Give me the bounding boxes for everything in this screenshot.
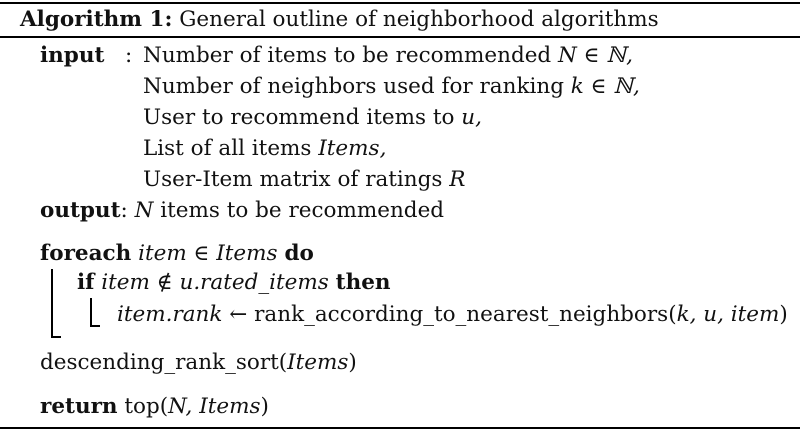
input-line-4-text: List of all items <box>143 136 319 161</box>
output-math: N <box>134 198 154 223</box>
assign-arrow: ← <box>222 302 255 327</box>
sort-close: ) <box>348 350 357 375</box>
input-line-3: User to recommend items to u, <box>143 105 482 131</box>
return-close: ) <box>260 394 269 419</box>
bottom-rule <box>0 427 800 429</box>
assign-args: k, u, item <box>676 302 780 327</box>
foreach-block-bar <box>51 269 53 337</box>
if-then: then <box>335 270 391 295</box>
input-line-2: Number of neighbors used for ranking k ∈… <box>143 74 640 100</box>
input-line-1-text: Number of items to be recommended <box>143 43 559 68</box>
caption-rule <box>0 36 800 38</box>
return-func: top( <box>117 394 169 419</box>
if-keyword: if <box>77 270 95 295</box>
input-separator: : <box>125 43 133 68</box>
input-line-2-text: Number of neighbors used for ranking <box>143 74 571 99</box>
output-keyword: output <box>40 198 121 223</box>
input-line-3-text: User to recommend items to <box>143 105 462 130</box>
sort-func: descending_rank_sort( <box>40 350 288 375</box>
assign-func: rank_according_to_nearest_neighbors( <box>254 302 677 327</box>
return-keyword: return <box>40 394 118 419</box>
input-line-2-math: k ∈ ℕ, <box>570 74 640 99</box>
top-rule <box>0 2 800 4</box>
output-text: items to be recommended <box>153 198 445 223</box>
input-keyword-line: input <box>40 43 104 69</box>
assign-line: item.rank ← rank_according_to_nearest_ne… <box>117 302 788 328</box>
input-line-5-text: User-Item matrix of ratings <box>143 167 450 192</box>
foreach-var: item ∈ Items <box>138 241 278 266</box>
if-block-bar <box>90 298 92 326</box>
algorithm-caption: Algorithm 1: General outline of neighbor… <box>20 7 659 33</box>
if-line: if item ∉ u.rated_items then <box>77 270 391 296</box>
input-line-1-math: N ∈ ℕ, <box>558 43 633 68</box>
input-line-1: Number of items to be recommended N ∈ ℕ, <box>143 43 633 69</box>
foreach-keyword: foreach <box>40 241 132 266</box>
caption-title: General outline of neighborhood algorith… <box>172 7 659 32</box>
foreach-block-foot <box>51 336 61 338</box>
sort-line: descending_rank_sort(Items) <box>40 350 357 376</box>
if-condition: item ∉ u.rated_items <box>101 270 329 295</box>
input-line-5-math: R <box>449 167 466 192</box>
foreach-line: foreach item ∈ Items do <box>40 241 314 267</box>
caption-label: Algorithm 1: <box>20 7 173 32</box>
foreach-do: do <box>284 241 314 266</box>
assign-lhs: item.rank <box>117 302 223 327</box>
input-line-5: User-Item matrix of ratings R <box>143 167 465 193</box>
input-keyword: input <box>40 43 105 68</box>
input-line-4-math: Items, <box>318 136 387 161</box>
assign-close: ) <box>779 302 788 327</box>
input-line-4: List of all items Items, <box>143 136 386 162</box>
return-args: N, Items <box>168 394 261 419</box>
return-line: return top(N, Items) <box>40 394 269 420</box>
output-line: output: N items to be recommended <box>40 198 444 224</box>
if-block-foot <box>90 325 100 327</box>
input-line-3-math: u, <box>461 105 482 130</box>
output-separator: : <box>120 198 128 223</box>
sort-arg: Items <box>287 350 349 375</box>
